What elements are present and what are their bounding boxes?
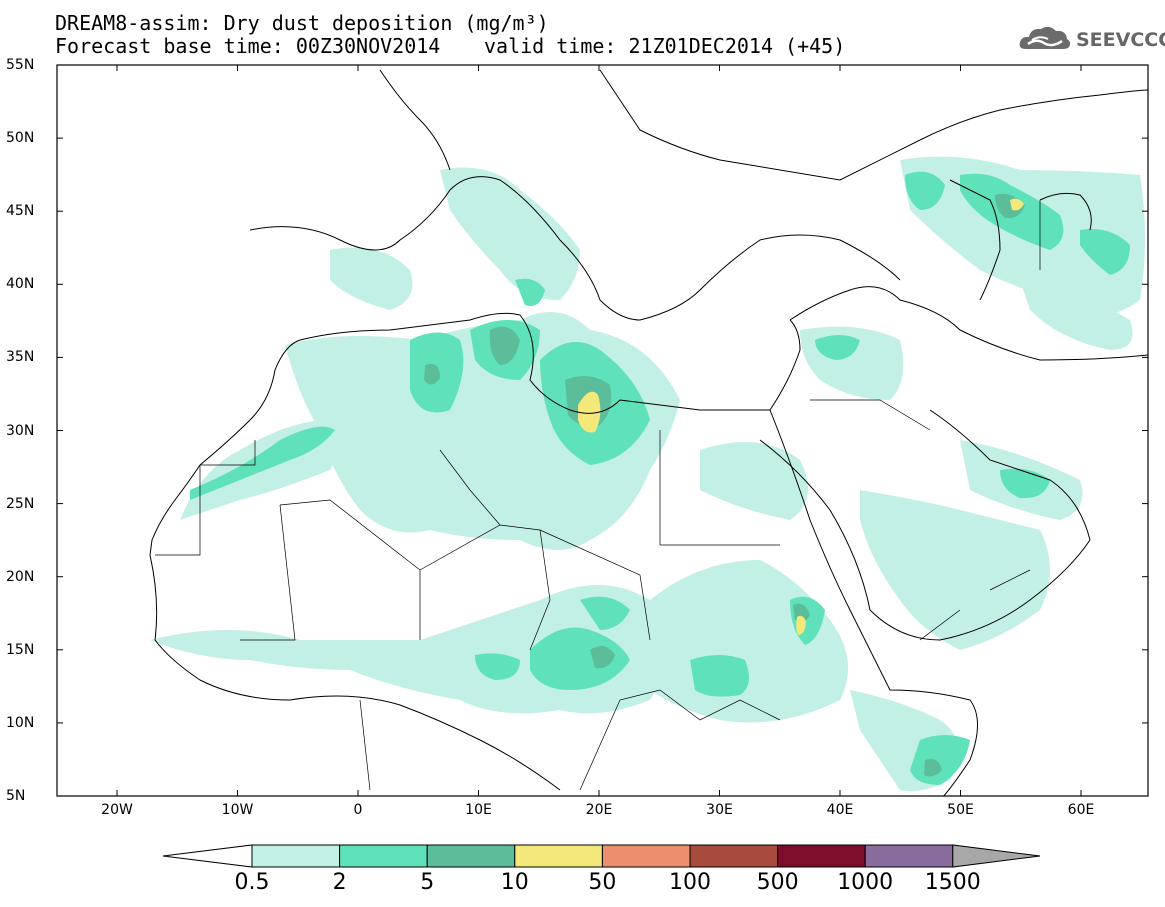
lat-label: 50N xyxy=(6,130,35,147)
lat-label: 45N xyxy=(6,203,35,220)
colorbar-swatch xyxy=(339,844,428,868)
colorbar-label: 1000 xyxy=(837,870,894,895)
colorbar-label: 5 xyxy=(420,870,435,895)
colorbar-over-triangle xyxy=(952,844,1041,868)
lat-label: 5N xyxy=(6,788,26,804)
colorbar-under-triangle xyxy=(162,844,253,868)
colorbar-label: 10 xyxy=(500,870,529,895)
colorbar xyxy=(162,844,1041,868)
colorbar-label: 0.5 xyxy=(234,870,270,895)
axis-ticks xyxy=(57,64,1148,797)
dust-deposition-field xyxy=(150,156,1145,792)
lat-label: 15N xyxy=(6,641,35,658)
lon-label: 10W xyxy=(221,802,254,818)
lat-label: 25N xyxy=(6,495,35,512)
colorbar-swatch xyxy=(251,844,341,868)
cloud-icon xyxy=(1018,23,1072,57)
lon-label: 40E xyxy=(826,802,854,818)
colorbar-swatch xyxy=(514,844,603,868)
colorbar-swatch xyxy=(601,844,691,868)
contour-level-10 xyxy=(578,198,1024,635)
lat-label: 30N xyxy=(6,422,35,439)
valid-time: valid time: 21Z01DEC2014 (+45) xyxy=(484,34,846,58)
lon-label: 20E xyxy=(585,802,613,818)
seevccc-logo: SEEVCCC xyxy=(1018,24,1165,56)
map-title: DREAM8-assim: Dry dust deposition (mg/m³… xyxy=(55,11,549,35)
coastlines xyxy=(149,69,1148,796)
country-borders xyxy=(155,200,1041,791)
colorbar-label: 1500 xyxy=(924,870,981,895)
colorbar-swatch xyxy=(864,844,954,868)
contour-level-5 xyxy=(424,193,1025,777)
lat-label: 20N xyxy=(6,568,35,585)
colorbar-swatch xyxy=(777,844,866,868)
lon-label: 20W xyxy=(101,802,133,818)
colorbar-swatch xyxy=(426,844,516,868)
lat-label: 55N xyxy=(6,57,35,73)
lon-label: 30E xyxy=(706,802,733,818)
logo-text: SEEVCCC xyxy=(1076,29,1165,51)
lon-label: 50E xyxy=(947,802,974,818)
lat-label: 35N xyxy=(6,349,35,366)
lon-label: 10E xyxy=(465,802,492,818)
contour-level-0.5 xyxy=(150,156,1145,792)
colorbar-label: 50 xyxy=(588,870,617,895)
colorbar-label: 100 xyxy=(669,870,711,895)
colorbar-label: 2 xyxy=(332,870,347,895)
lat-label: 10N xyxy=(6,714,35,731)
lon-label: 60E xyxy=(1067,802,1095,818)
colorbar-swatch xyxy=(689,844,779,868)
forecast-base-time: Forecast base time: 00Z30NOV2014 xyxy=(55,34,441,58)
colorbar-label: 500 xyxy=(756,870,799,895)
lat-label: 40N xyxy=(6,276,35,293)
lon-label: 0 xyxy=(353,802,363,818)
